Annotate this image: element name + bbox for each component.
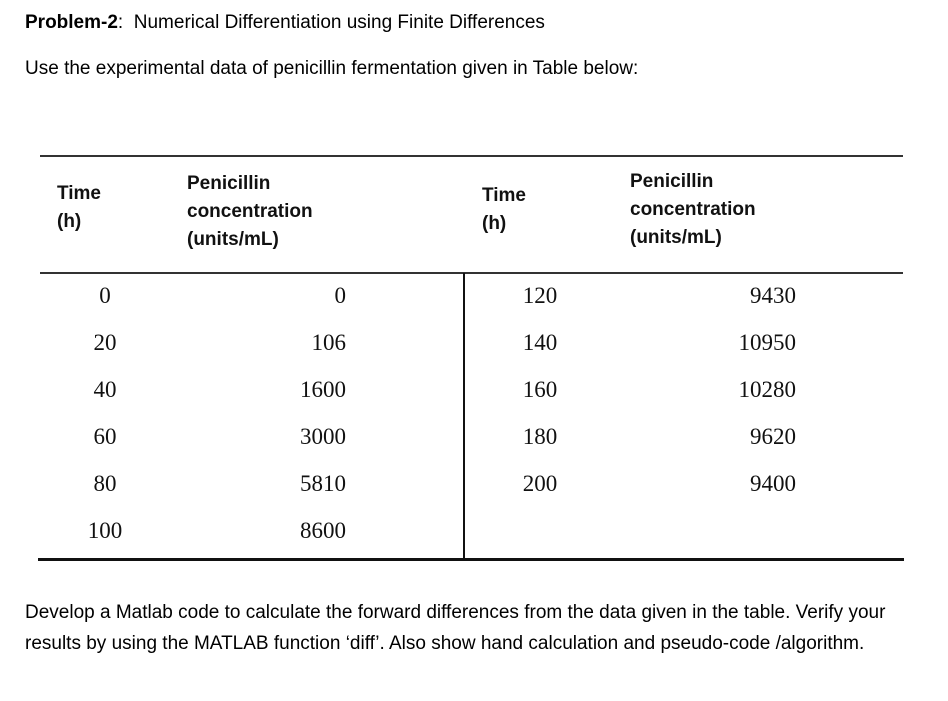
header-time-left: Time (h) bbox=[57, 180, 101, 236]
table-cell: 20 bbox=[93, 330, 117, 355]
header-line: Time bbox=[482, 185, 527, 206]
header-line: concentration bbox=[187, 201, 313, 222]
header-concentration-left: Penicillin concentration (units/mL) bbox=[187, 170, 313, 254]
table-cell: 200 bbox=[522, 471, 558, 496]
table-cell: 8600 bbox=[300, 518, 346, 543]
header-line: (h) bbox=[57, 211, 82, 232]
table-cell: 9430 bbox=[750, 283, 796, 308]
problem-heading: Problem-2: Numerical Differentiation usi… bbox=[25, 12, 545, 34]
table-cell: 5810 bbox=[300, 471, 346, 496]
column-time-right: 120 140 160 180 200 bbox=[512, 272, 568, 507]
header-line: concentration bbox=[630, 199, 756, 220]
header-concentration-right: Penicillin concentration (units/mL) bbox=[630, 168, 756, 252]
table-cell: 1600 bbox=[300, 377, 346, 402]
header-time-right: Time (h) bbox=[482, 182, 526, 238]
table-header-rule bbox=[40, 272, 903, 274]
problem-label: Problem-2 bbox=[25, 12, 118, 33]
header-line: Penicillin bbox=[630, 171, 714, 192]
task-description: Develop a Matlab code to calculate the f… bbox=[25, 602, 886, 654]
table-cell: 100 bbox=[87, 518, 123, 543]
header-line: Time bbox=[57, 183, 102, 204]
column-concentration-right: 9430 10950 10280 9620 9400 bbox=[700, 272, 797, 507]
table-cell: 140 bbox=[522, 330, 558, 355]
column-concentration-left: 0 106 1600 3000 5810 8600 bbox=[260, 272, 346, 554]
table-cell: 3000 bbox=[300, 424, 346, 449]
table-cell: 40 bbox=[93, 377, 117, 402]
table-cell: 9620 bbox=[750, 424, 796, 449]
header-line: (h) bbox=[482, 213, 507, 234]
header-line: (units/mL) bbox=[187, 229, 279, 250]
table-bottom-rule bbox=[38, 558, 904, 561]
table-cell: 120 bbox=[522, 283, 558, 308]
header-line: Penicillin bbox=[187, 173, 271, 194]
table-cell: 0 bbox=[99, 283, 111, 308]
intro-text: Use the experimental data of penicillin … bbox=[25, 58, 639, 79]
table-cell: 80 bbox=[93, 471, 117, 496]
table-cell: 106 bbox=[311, 330, 347, 355]
table-cell: 10950 bbox=[738, 330, 797, 355]
heading-separator: : bbox=[117, 12, 124, 33]
table-cell: 10280 bbox=[738, 377, 797, 402]
table-cell: 160 bbox=[522, 377, 558, 402]
header-line: (units/mL) bbox=[630, 227, 722, 248]
table-cell: 180 bbox=[522, 424, 558, 449]
problem-title: Numerical Differentiation using Finite D… bbox=[133, 12, 545, 33]
table-column-divider bbox=[463, 273, 465, 560]
table-top-rule bbox=[40, 155, 903, 157]
table-cell: 60 bbox=[93, 424, 117, 449]
table-cell: 0 bbox=[334, 283, 347, 308]
column-time-left: 0 20 40 60 80 100 bbox=[70, 272, 140, 554]
table-cell: 9400 bbox=[750, 471, 796, 496]
